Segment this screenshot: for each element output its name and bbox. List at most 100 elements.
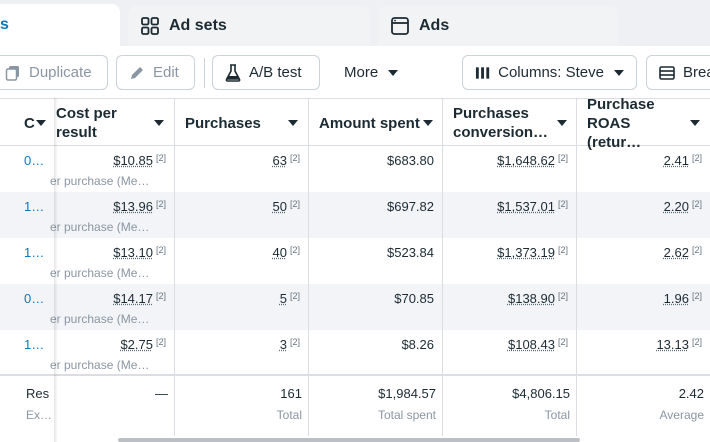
column-header-conversion-value[interactable]: Purchases conversion… (443, 99, 577, 147)
duplicate-label: Duplicate (29, 64, 92, 81)
conversion-number[interactable]: $1,537.01 (497, 199, 555, 214)
column-header-roas-label: Purchase ROAS (retur… (587, 95, 655, 151)
cost-value[interactable]: $14.17 (113, 291, 153, 306)
conversion-number[interactable]: $138.90 (507, 291, 555, 306)
column-header-c[interactable]: C (14, 99, 56, 147)
amount-spent-cell: $523.84 (309, 238, 442, 284)
cost-per-result-cell: $10.85 [2] er purchase (Me… (50, 146, 174, 192)
column-header-cost-per-result[interactable]: Cost per result (46, 99, 174, 147)
sort-caret-icon (557, 120, 567, 126)
tab-ads[interactable]: Ads (378, 6, 618, 46)
level-tabs: s Ad sets Ads (0, 0, 710, 46)
roas-cell: 1.96 [2] (577, 284, 710, 330)
purchases-value[interactable]: 63 [2] (273, 153, 300, 168)
reference-marker: [2] (155, 245, 166, 255)
purchases-value[interactable]: 50 [2] (273, 199, 300, 214)
roas-value[interactable]: 2.41 [2] (664, 153, 702, 168)
grid-icon (141, 17, 159, 35)
conversion-value-cell: $1,648.62 [2] (443, 146, 576, 192)
cost-per-result-value[interactable]: $13.10 [2] (113, 245, 166, 260)
duplicate-button[interactable]: Duplicate (0, 55, 108, 90)
row-c-link[interactable]: 0… (24, 153, 45, 168)
row-c-link[interactable]: 1… (24, 337, 45, 352)
roas-value[interactable]: 2.20 [2] (664, 199, 702, 214)
column-header-amount-spent[interactable]: Amount spent (309, 99, 443, 147)
table-row[interactable]: 0… $10.85 [2] er purchase (Me… 63 [2] $683.80 $… (0, 146, 710, 192)
row-c-link[interactable]: 1… (24, 199, 45, 214)
conversion-value[interactable]: $1,373.19 [2] (497, 245, 568, 260)
purchases-value[interactable]: 40 [2] (273, 245, 300, 260)
purchases-value[interactable]: 3 [2] (280, 337, 300, 352)
table-row[interactable]: 1… $13.10 [2] er purchase (Me… 40 [2] $523.84 $… (0, 238, 710, 284)
cost-per-result-value[interactable]: $2.75 [2] (120, 337, 166, 352)
conversion-number[interactable]: $1,648.62 (497, 153, 555, 168)
column-header-purchases[interactable]: Purchases (175, 99, 308, 147)
toolbar-divider (204, 58, 205, 88)
purchases-value[interactable]: 5 [2] (280, 291, 300, 306)
amount-spent-value: $8.26 (401, 337, 434, 352)
cost-value[interactable]: $13.96 (113, 199, 153, 214)
cost-per-result-value[interactable]: $14.17 [2] (113, 291, 166, 306)
cost-value[interactable]: $2.75 (120, 337, 153, 352)
frozen-column-shadow (54, 98, 58, 442)
toolbar: Duplicate Edit A/B test More Columns: St… (0, 46, 710, 98)
reference-marker: [2] (155, 291, 166, 301)
purchases-cell: 50 [2] (175, 192, 308, 238)
roas-number[interactable]: 2.20 (663, 199, 689, 214)
purchases-number[interactable]: 3 (279, 337, 287, 352)
summary-conversion-sub: Total (544, 408, 570, 422)
cost-value[interactable]: $13.10 (113, 245, 153, 260)
roas-cell: 2.62 [2] (577, 238, 710, 284)
cost-per-result-cell: $14.17 [2] er purchase (Me… (50, 284, 174, 330)
cost-per-result-value[interactable]: $13.96 [2] (113, 199, 166, 214)
summary-spent-value: $1,984.57 (378, 386, 436, 401)
purchases-number[interactable]: 63 (272, 153, 287, 168)
roas-number[interactable]: 2.41 (663, 153, 689, 168)
row-c-link[interactable]: 1… (24, 245, 45, 260)
conversion-number[interactable]: $1,373.19 (497, 245, 555, 260)
purchases-number[interactable]: 40 (272, 245, 287, 260)
columns-button[interactable]: Columns: Steve (462, 55, 637, 90)
column-header-roas[interactable]: Purchase ROAS (retur… (577, 96, 710, 151)
summary-purchases-value: 161 (280, 386, 302, 401)
roas-value[interactable]: 2.62 [2] (664, 245, 702, 260)
conversion-value[interactable]: $108.43 [2] (508, 337, 568, 352)
purchases-number[interactable]: 50 (272, 199, 287, 214)
table-row[interactable]: 1… $2.75 [2] er purchase (Me… 3 [2] $8.26 $108.… (0, 330, 710, 376)
roas-value[interactable]: 1.96 [2] (664, 291, 702, 306)
column-divider (174, 98, 175, 436)
cost-result-type: er purchase (Me… (50, 266, 150, 280)
breakdown-icon (659, 65, 675, 80)
roas-value[interactable]: 13.13 [2] (656, 337, 702, 352)
row-c-link[interactable]: 0… (24, 291, 45, 306)
cost-result-type: er purchase (Me… (50, 358, 150, 372)
results-table: C Cost per result Purchases Amount spent… (0, 96, 710, 442)
purchases-number[interactable]: 5 (279, 291, 287, 306)
tab-campaigns[interactable]: s (0, 4, 120, 46)
roas-number[interactable]: 13.13 (656, 337, 689, 352)
conversion-value[interactable]: $1,648.62 [2] (497, 153, 568, 168)
table-row[interactable]: 1… $13.96 [2] er purchase (Me… 50 [2] $697.82 $… (0, 192, 710, 238)
tab-ads-label: Ads (419, 17, 450, 34)
table-row[interactable]: 0… $14.17 [2] er purchase (Me… 5 [2] $70.85 $13… (0, 284, 710, 330)
conversion-value[interactable]: $1,537.01 [2] (497, 199, 568, 214)
conversion-value[interactable]: $138.90 [2] (508, 291, 568, 306)
summary-roas-value: 2.42 (678, 386, 704, 401)
horizontal-scrollbar[interactable] (118, 438, 580, 442)
summary-c-value: Res (26, 386, 50, 401)
cost-per-result-value[interactable]: $10.85 [2] (113, 153, 166, 168)
edit-button[interactable]: Edit (116, 55, 195, 90)
roas-number[interactable]: 1.96 (663, 291, 689, 306)
conversion-number[interactable]: $108.43 (507, 337, 555, 352)
column-header-cost-label: Cost per result (56, 105, 117, 141)
breakdown-button[interactable]: Brea (646, 55, 710, 90)
more-button[interactable]: More (332, 55, 412, 90)
ab-test-button[interactable]: A/B test (212, 55, 320, 90)
cost-result-type: er purchase (Me… (50, 220, 150, 234)
breakdown-label: Brea (683, 64, 710, 81)
sort-caret-icon (288, 120, 298, 126)
roas-number[interactable]: 2.62 (663, 245, 689, 260)
cost-value[interactable]: $10.85 (113, 153, 153, 168)
reference-marker: [2] (289, 337, 300, 347)
tab-ad-sets[interactable]: Ad sets (128, 6, 370, 46)
